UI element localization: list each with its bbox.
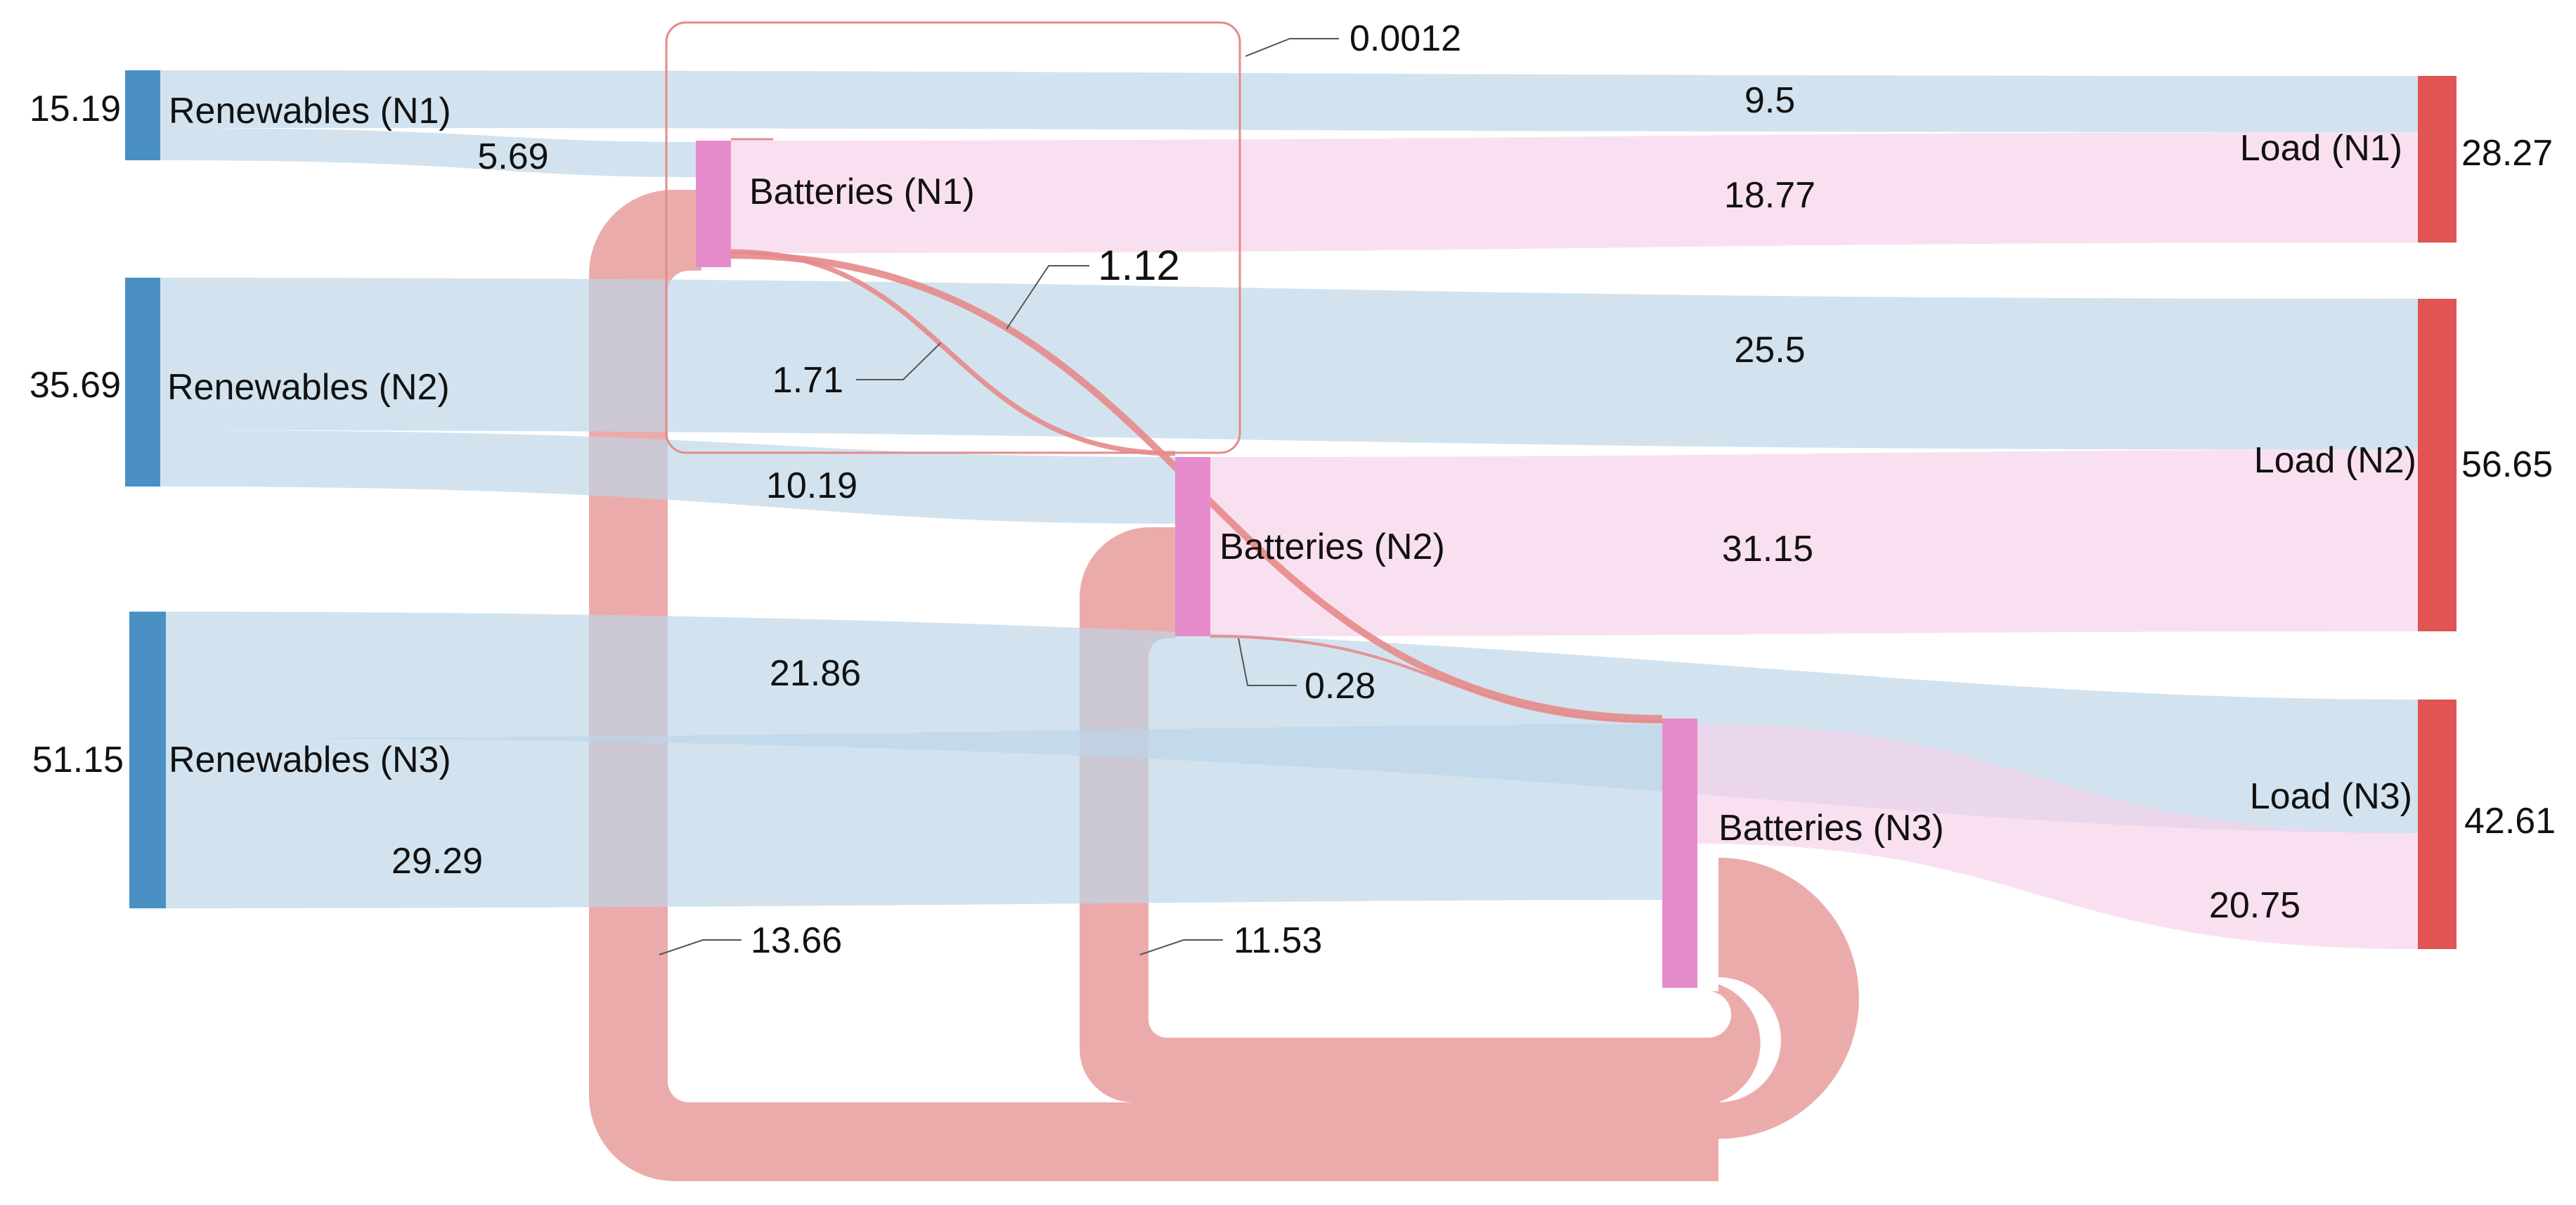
leader-lines <box>659 38 1339 955</box>
flow-label-bat1-load1: 18.77 <box>1724 175 1816 216</box>
flow-r3-bat3 <box>160 724 1662 908</box>
value-load-n2: 56.65 <box>2461 444 2553 485</box>
flow-r2-load2 <box>160 278 2418 450</box>
flow-r1-bat1 <box>160 128 696 177</box>
label-load-n1: Load (N1) <box>2240 128 2402 169</box>
node-labels: Renewables (N1) 15.19 Renewables (N2) 35… <box>30 89 2556 849</box>
node-batteries-n2 <box>1175 457 1210 636</box>
label-renewables-n3: Renewables (N3) <box>169 740 451 780</box>
value-load-n1: 28.27 <box>2461 133 2553 174</box>
nodes <box>125 70 2457 988</box>
flow-label-r1-bat1: 5.69 <box>477 136 548 177</box>
node-renewables-n3 <box>129 612 166 908</box>
value-load-n3: 42.61 <box>2464 801 2556 842</box>
value-renewables-n1: 15.19 <box>30 89 121 129</box>
leader-0-28 <box>1238 638 1297 686</box>
label-load-n3: Load (N3) <box>2250 776 2412 817</box>
node-batteries-n1 <box>696 141 731 267</box>
flow-label-bat1-bat2: 1.12 <box>1098 242 1180 289</box>
value-renewables-n3: 51.15 <box>32 740 124 780</box>
label-batteries-n1: Batteries (N1) <box>749 172 975 212</box>
flow-label-bat3-bat2-loop: 11.53 <box>1234 920 1322 961</box>
flow-label-bat1-bat3: 1.71 <box>772 360 843 401</box>
label-batteries-n2: Batteries (N2) <box>1219 527 1445 567</box>
flow-bat1-self-loop <box>665 21 1241 454</box>
leader-13-66 <box>659 939 742 955</box>
node-load-n3 <box>2418 700 2457 949</box>
flow-labels: 9.5 5.69 18.77 0.0012 1.12 1.71 25.5 10.… <box>391 18 2300 961</box>
label-renewables-n2: Renewables (N2) <box>167 367 450 408</box>
node-renewables-n1 <box>125 70 160 160</box>
flow-bat1-load1 <box>731 132 2418 253</box>
node-renewables-n2 <box>125 278 160 486</box>
flow-bat2-bat3 <box>1210 635 1663 723</box>
flow-label-r2-load2: 25.5 <box>1734 330 1805 370</box>
node-batteries-n3 <box>1662 719 1697 988</box>
flow-bands <box>160 21 2418 1181</box>
flow-label-r3-load3: 21.86 <box>770 653 861 694</box>
flow-label-bat1-self: 0.0012 <box>1350 18 1461 59</box>
leader-1-71 <box>856 342 941 380</box>
flow-label-r3-bat3: 29.29 <box>391 841 483 882</box>
flow-label-bat3-load3: 20.75 <box>2209 885 2300 926</box>
flow-r1-load1 <box>160 70 2418 132</box>
flow-label-bat2-bat3: 0.28 <box>1305 666 1376 707</box>
flow-bat3-load3 <box>1697 724 2418 949</box>
value-renewables-n2: 35.69 <box>30 365 121 406</box>
label-load-n2: Load (N2) <box>2254 440 2416 481</box>
node-load-n2 <box>2418 299 2457 631</box>
leader-1-12 <box>1006 265 1089 330</box>
label-batteries-n3: Batteries (N3) <box>1719 808 1944 849</box>
flow-bat3-bat2-loop <box>1080 527 1761 1102</box>
leader-0-0012 <box>1245 38 1339 57</box>
flow-label-r1-load1: 9.5 <box>1745 80 1795 121</box>
label-renewables-n1: Renewables (N1) <box>169 91 451 131</box>
flow-label-bat2-load2: 31.15 <box>1722 529 1813 569</box>
flow-label-bat3-bat1-loop: 13.66 <box>751 920 842 961</box>
flow-label-r2-bat2: 10.19 <box>766 465 857 506</box>
leader-11-53 <box>1139 939 1223 955</box>
flow-bat2-load2 <box>1210 450 2418 636</box>
node-load-n1 <box>2418 76 2457 243</box>
